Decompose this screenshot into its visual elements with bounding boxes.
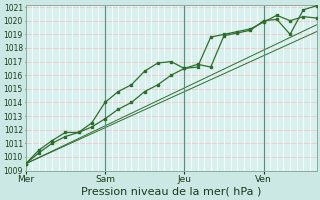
X-axis label: Pression niveau de la mer( hPa ): Pression niveau de la mer( hPa ) <box>81 187 261 197</box>
